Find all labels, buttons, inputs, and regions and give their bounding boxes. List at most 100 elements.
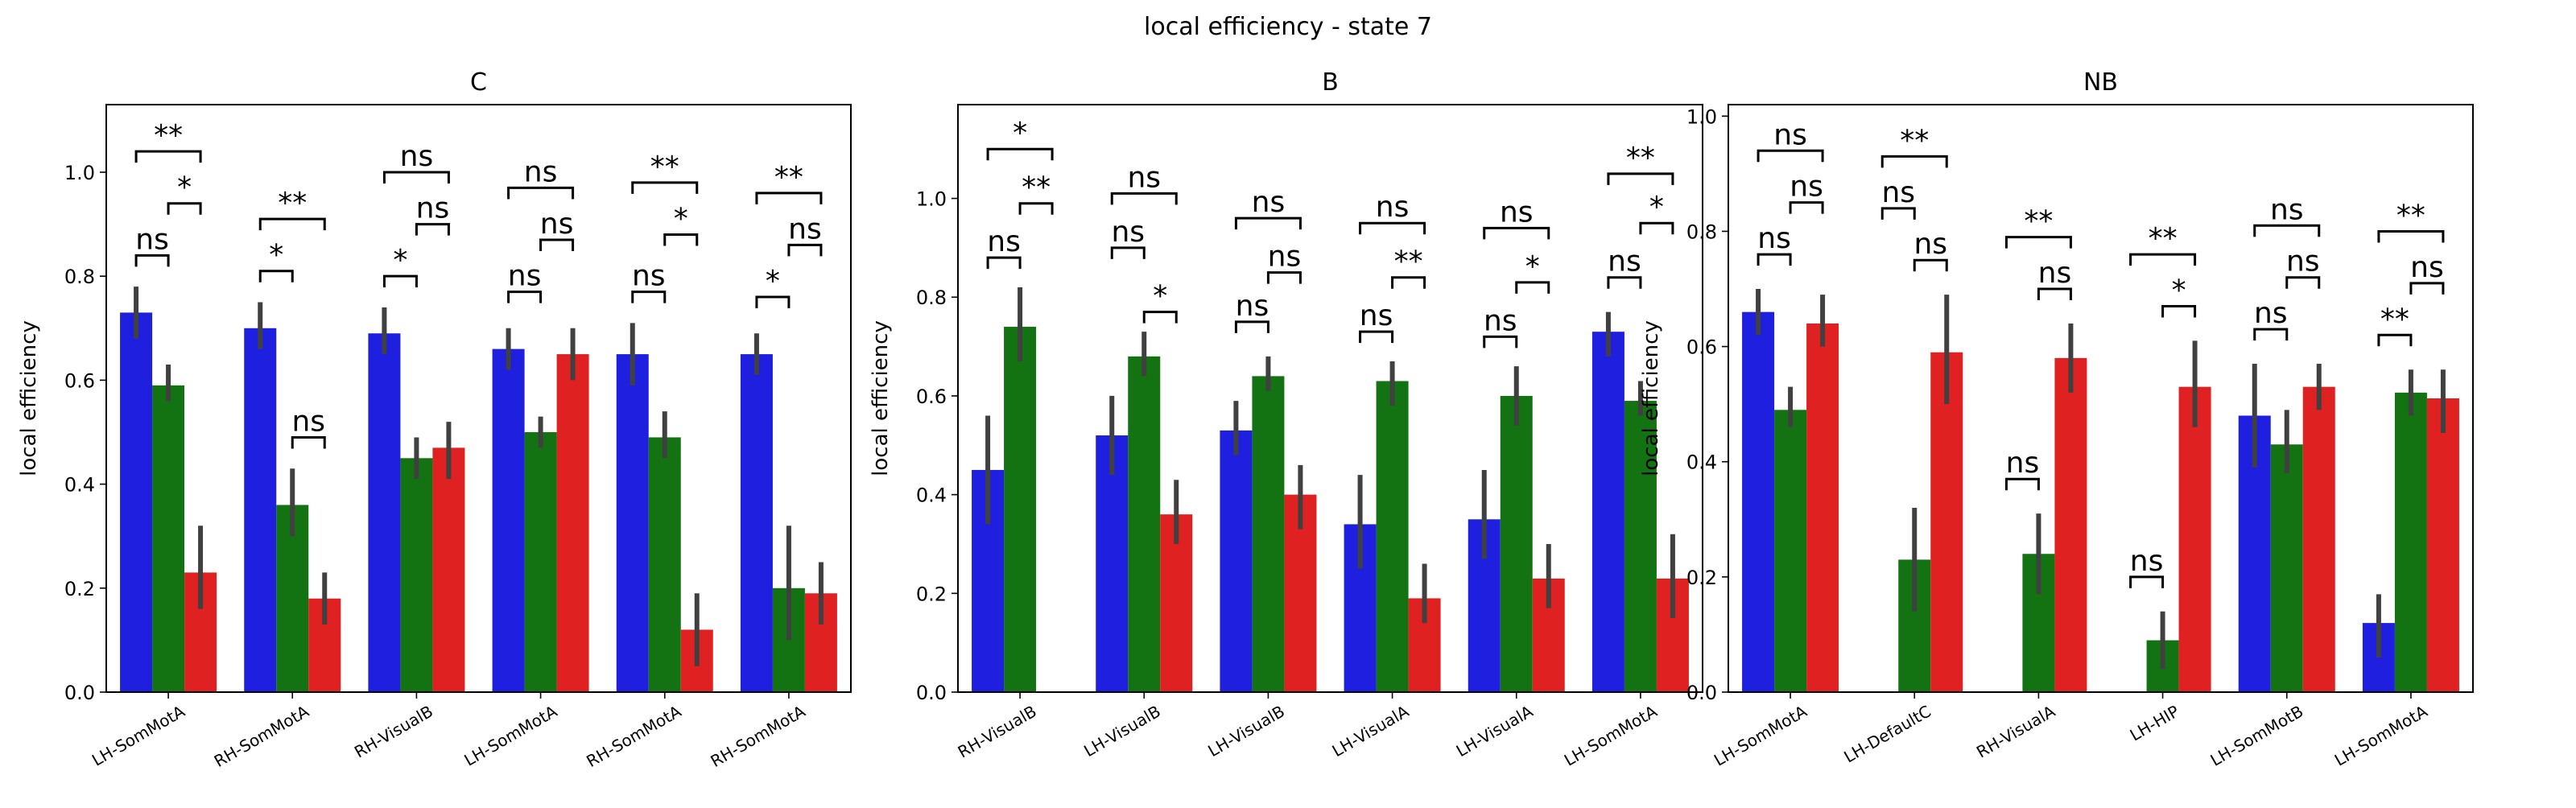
- significance-bracket: [1913, 258, 1948, 272]
- significance-bracket: [415, 223, 450, 236]
- axes-frame: [105, 104, 852, 693]
- significance-bracket: [1880, 207, 1916, 220]
- significance-bracket: [507, 186, 575, 200]
- y-tick-label: 1.0: [916, 188, 947, 211]
- significance-label: **: [1394, 245, 1423, 278]
- significance-label: ns: [400, 140, 434, 173]
- significance-label: *: [1013, 117, 1027, 150]
- significance-bracket: [291, 435, 326, 449]
- significance-label: ns: [1500, 196, 1534, 229]
- significance-bracket: [1515, 281, 1550, 294]
- x-tick-label: LH-VisualB: [1204, 702, 1288, 761]
- x-tick-label: LH-SomMotA: [1561, 701, 1661, 769]
- significance-label: ns: [1236, 290, 1269, 323]
- significance-label: ns: [540, 208, 574, 241]
- significance-bracket: [1110, 246, 1146, 259]
- bar: [2426, 398, 2459, 692]
- bar: [1742, 311, 1775, 692]
- x-tick-label: RH-SomMotA: [707, 701, 808, 771]
- x-tick-label: RH-VisualA: [1973, 701, 2058, 761]
- significance-label: ns: [1484, 304, 1517, 337]
- significance-label: **: [2396, 199, 2425, 232]
- bar: [432, 447, 465, 692]
- significance-bracket: [755, 295, 791, 309]
- significance-bracket: [2129, 253, 2197, 266]
- bar: [2394, 392, 2427, 692]
- axes-frame: [957, 104, 1703, 693]
- significance-label: *: [177, 171, 192, 204]
- significance-bracket: [1483, 335, 1518, 348]
- axes-frame: [1728, 104, 2474, 693]
- significance-bracket: [1234, 216, 1302, 230]
- x-tick-label: LH-SomMotA: [89, 701, 188, 769]
- significance-bracket: [1266, 271, 1302, 284]
- significance-bracket: [539, 238, 575, 251]
- significance-label: **: [2149, 222, 2178, 255]
- significance-label: ns: [987, 225, 1021, 258]
- significance-bracket: [2161, 304, 2197, 318]
- bar: [244, 328, 277, 692]
- significance-label: *: [1649, 191, 1664, 224]
- bar: [1806, 323, 1839, 692]
- significance-bracket: [2285, 276, 2321, 289]
- y-tick-label: 0.2: [916, 583, 947, 605]
- significance-bracket: [1757, 253, 1792, 266]
- significance-bracket: [1483, 226, 1550, 240]
- significance-bracket: [1359, 330, 1394, 344]
- significance-bracket: [1359, 221, 1426, 235]
- x-tick-label: LH-SomMotA: [1711, 701, 1810, 769]
- significance-bracket: [755, 192, 823, 204]
- bar: [2178, 386, 2211, 692]
- y-axis-label: local efficiency: [1639, 320, 1663, 476]
- panel-title: B: [1322, 68, 1339, 97]
- significance-bracket: [1018, 202, 1054, 215]
- significance-label: ns: [1360, 299, 1393, 332]
- significance-bracket: [507, 291, 543, 303]
- significance-label: ns: [788, 212, 822, 245]
- significance-bracket: [2253, 328, 2289, 341]
- significance-bracket: [986, 256, 1022, 270]
- significance-label: ns: [2038, 257, 2072, 290]
- significance-label: ns: [1773, 118, 1807, 151]
- significance-label: ns: [416, 192, 450, 225]
- bar: [1591, 332, 1624, 692]
- x-tick-label: LH-SomMotA: [461, 701, 561, 769]
- significance-label: ns: [1913, 228, 1947, 261]
- panel-3: NB local efficiency 0.0 0.2 0.4 0.6 0.8 1.0 LH-S…: [1639, 68, 2474, 770]
- significance-label: **: [650, 150, 679, 183]
- significance-bracket: [1789, 201, 1824, 214]
- significance-bracket: [1391, 276, 1426, 289]
- significance-label: ns: [2410, 251, 2444, 284]
- significance-label: ns: [291, 405, 325, 438]
- significance-bracket: [1110, 192, 1178, 205]
- bar: [1500, 395, 1533, 692]
- significance-bracket: [382, 171, 450, 183]
- bar: [1220, 430, 1253, 692]
- y-tick-label: 0.4: [916, 484, 947, 507]
- significance-label: ns: [1608, 245, 1641, 278]
- significance-bracket: [2004, 477, 2040, 491]
- bar: [2302, 386, 2335, 692]
- x-tick-label: LH-SomMotA: [2331, 701, 2431, 769]
- significance-bracket: [167, 202, 202, 215]
- significance-label: **: [774, 161, 803, 194]
- significance-bracket: [2004, 236, 2072, 249]
- y-tick-label: 0.0: [64, 682, 95, 704]
- significance-bracket: [2037, 287, 2072, 301]
- bar: [556, 354, 589, 692]
- significance-label: ns: [2006, 447, 2040, 480]
- significance-label: ns: [2270, 193, 2304, 226]
- significance-label: ns: [2254, 297, 2288, 330]
- significance-label: ns: [1757, 222, 1791, 255]
- significance-bracket: [1607, 276, 1642, 289]
- significance-label: **: [278, 187, 307, 220]
- significance-label: *: [1525, 250, 1540, 283]
- x-tick-label: RH-VisualB: [351, 702, 436, 762]
- y-tick-label: 1.0: [64, 162, 95, 184]
- significance-label: ns: [1790, 171, 1823, 204]
- significance-label: ns: [2130, 545, 2164, 578]
- bar: [1096, 435, 1129, 692]
- significance-label: ns: [524, 155, 558, 188]
- bar: [1930, 352, 1963, 692]
- x-tick-label: LH-HIP: [2127, 702, 2183, 745]
